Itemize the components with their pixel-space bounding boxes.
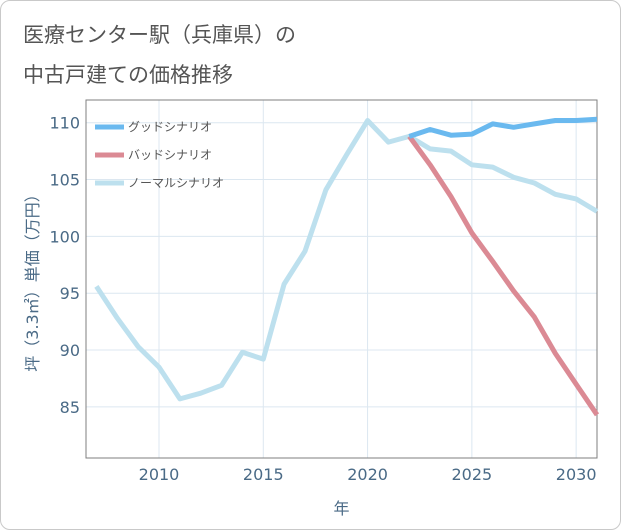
- grid: [86, 100, 597, 458]
- x-tick-label: 2015: [243, 465, 284, 484]
- chart-title-line-2: 中古戸建ての価格推移: [23, 63, 233, 87]
- y-tick-label: 85: [60, 398, 80, 417]
- series-line-1: [407, 134, 600, 417]
- x-tick-label: 2025: [451, 465, 492, 484]
- series-line-0: [408, 116, 598, 139]
- x-tick-label: 2030: [556, 465, 597, 484]
- chart-title-line-1: 医療センター駅（兵庫県）の: [23, 23, 296, 47]
- y-tick-label: 100: [49, 227, 80, 246]
- plot-frame: [85, 99, 598, 459]
- x-axis-title: 年: [333, 499, 349, 518]
- series-lines: [94, 116, 600, 417]
- legend-label-1: バッドシナリオ: [128, 148, 212, 162]
- y-tick-label: 90: [60, 341, 80, 360]
- x-tick-label: 2020: [347, 465, 388, 484]
- series-line-2: [94, 118, 599, 402]
- y-tick-label: 105: [49, 171, 80, 190]
- y-tick-label: 110: [49, 114, 80, 133]
- legend-label-0: グッドシナリオ: [128, 120, 212, 134]
- y-tick-label: 95: [60, 284, 80, 303]
- legend-label-2: ノーマルシナリオ: [128, 176, 224, 190]
- x-tick-label: 2010: [139, 465, 180, 484]
- y-axis-title: 坪（3.3㎡）単価（万円）: [23, 186, 42, 371]
- axes: 2010 2015 2020 2025 2030 85 90 95 100 105 110 年 坪（3.…: [23, 99, 598, 518]
